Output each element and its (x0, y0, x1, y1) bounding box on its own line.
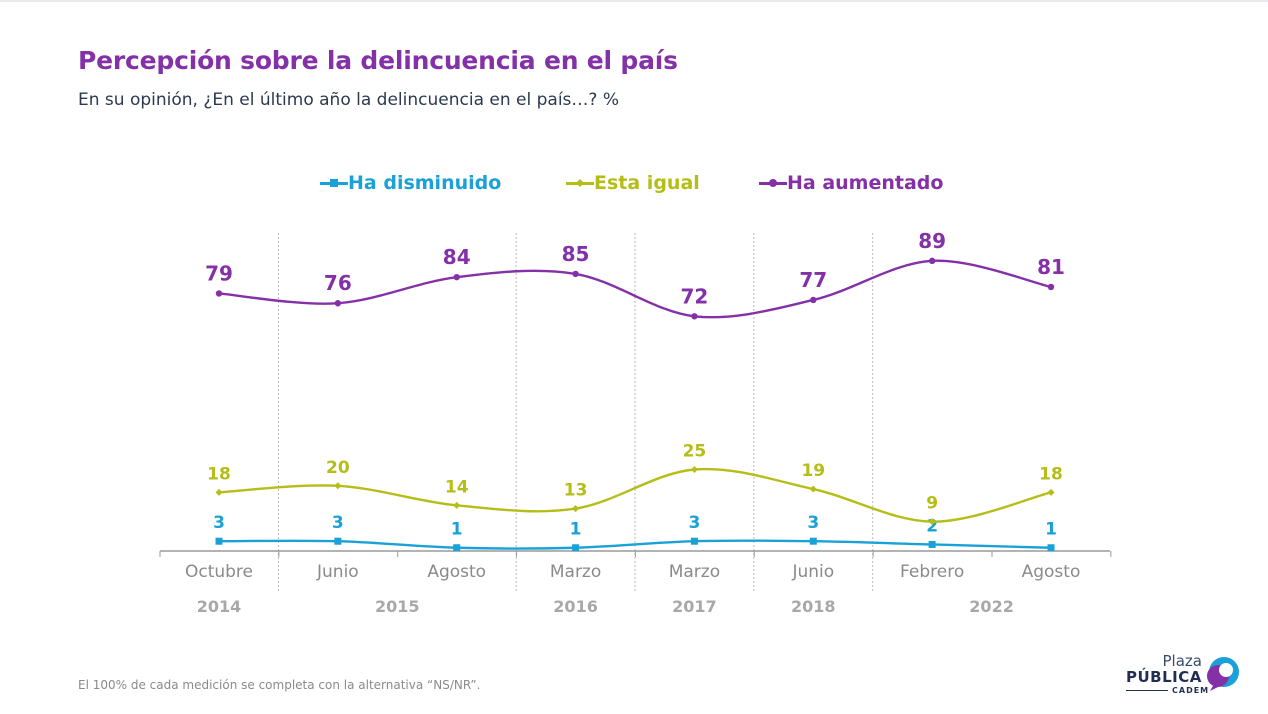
chart-title: Percepción sobre la delincuencia en el p… (78, 46, 678, 75)
legend-label: Ha aumentado (787, 172, 944, 194)
year-label: 2018 (791, 597, 836, 616)
data-label-ha-disminuido: 3 (213, 513, 225, 533)
data-point-esta-igual (690, 466, 698, 473)
legend-item-ha-disminuido[interactable]: Ha disminuido (320, 170, 501, 196)
year-label: 2015 (375, 597, 420, 616)
top-divider (0, 0, 1268, 2)
footnote: El 100% de cada medición se completa con… (78, 678, 481, 692)
data-point-ha-aumentado (334, 300, 342, 307)
logo-text-top: Plaza (1162, 652, 1202, 670)
series-line-esta-igual (218, 467, 1052, 523)
data-point-ha-disminuido (690, 537, 698, 545)
year-label: 2017 (672, 597, 717, 616)
logo-text-main: PÚBLICA (1126, 668, 1202, 686)
legend-swatch-esta-igual (566, 170, 594, 196)
x-tick-label: Febrero (900, 562, 964, 582)
data-point-ha-disminuido (928, 540, 936, 548)
data-point-esta-igual (928, 518, 936, 526)
series-line-ha-aumentado (218, 259, 1052, 319)
series-line-ha-disminuido (218, 539, 1052, 550)
legend-label: Ha disminuido (348, 172, 502, 194)
data-point-esta-igual (453, 501, 461, 509)
data-point-ha-disminuido (453, 544, 461, 552)
data-label-esta-igual: 20 (326, 458, 350, 478)
data-label-ha-disminuido: 1 (451, 520, 463, 540)
data-label-ha-aumentado: 85 (562, 242, 590, 266)
data-label-ha-aumentado: 81 (1037, 255, 1065, 279)
x-tick-label: Junio (791, 562, 834, 582)
data-point-ha-disminuido (215, 537, 223, 545)
data-label-ha-disminuido: 1 (570, 520, 582, 540)
x-tick-label: Agosto (427, 562, 486, 582)
year-label: 2022 (969, 597, 1014, 616)
data-point-ha-aumentado (810, 296, 817, 304)
brand-logo: Plaza PÚBLICA CADEM (1124, 650, 1244, 700)
legend-item-ha-aumentado[interactable]: Ha aumentado (759, 170, 943, 196)
data-point-ha-disminuido (572, 544, 580, 552)
data-label-esta-igual: 18 (207, 464, 231, 484)
data-label-ha-aumentado: 76 (324, 271, 352, 295)
data-point-ha-aumentado (572, 270, 579, 278)
logo-text-sub: CADEM (1172, 686, 1210, 695)
data-label-ha-disminuido: 3 (689, 513, 701, 533)
x-tick-label: Marzo (550, 562, 601, 582)
data-label-ha-disminuido: 3 (332, 513, 344, 533)
data-point-ha-aumentado (928, 257, 936, 265)
chart-subtitle: En su opinión, ¿En el último año la deli… (78, 90, 619, 110)
legend-swatch-ha-aumentado (759, 170, 787, 196)
data-point-ha-aumentado (215, 290, 223, 297)
data-label-ha-aumentado: 72 (681, 284, 709, 308)
year-label: 2016 (553, 597, 598, 616)
year-label: 2014 (197, 597, 242, 616)
speech-bubble-icon (1207, 657, 1239, 691)
data-point-esta-igual (215, 488, 223, 496)
legend-label: Esta igual (594, 172, 700, 194)
x-tick-label: Octubre (185, 562, 253, 582)
x-tick-label: Junio (316, 562, 359, 582)
data-label-ha-disminuido: 1 (1045, 520, 1057, 540)
data-label-esta-igual: 14 (445, 477, 469, 497)
legend-item-esta-igual[interactable]: Esta igual (566, 170, 700, 196)
data-label-esta-igual: 19 (801, 461, 825, 481)
data-point-ha-aumentado (691, 313, 698, 320)
logo-rule (1126, 690, 1168, 691)
data-label-ha-disminuido: 2 (926, 516, 938, 536)
x-tick-label: Marzo (669, 562, 720, 582)
legend-swatch-ha-disminuido (320, 170, 348, 196)
data-label-esta-igual: 9 (926, 494, 938, 514)
data-label-esta-igual: 13 (564, 481, 588, 501)
data-label-ha-aumentado: 77 (799, 268, 827, 292)
data-label-ha-aumentado: 79 (205, 261, 233, 285)
data-point-ha-disminuido (334, 537, 342, 545)
data-point-esta-igual (334, 482, 342, 490)
data-label-ha-aumentado: 89 (918, 229, 946, 253)
data-point-ha-disminuido (809, 537, 817, 545)
x-tick-label: Agosto (1022, 562, 1081, 582)
data-point-esta-igual (1047, 488, 1055, 496)
data-label-esta-igual: 18 (1039, 464, 1063, 484)
data-point-ha-aumentado (453, 273, 460, 281)
data-point-ha-disminuido (1047, 544, 1055, 552)
chart-legend: Ha disminuido Esta igual Ha aumentado (0, 170, 1268, 196)
data-point-esta-igual (809, 485, 817, 493)
data-label-esta-igual: 25 (683, 442, 707, 462)
data-label-ha-aumentado: 84 (443, 245, 471, 269)
data-point-ha-aumentado (1047, 283, 1055, 291)
data-point-esta-igual (572, 505, 580, 513)
data-label-ha-disminuido: 3 (807, 513, 819, 533)
